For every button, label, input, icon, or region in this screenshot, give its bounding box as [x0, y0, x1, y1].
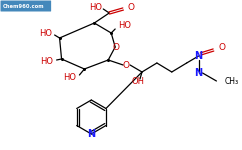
Text: HO: HO [39, 28, 52, 38]
Text: O: O [219, 42, 226, 51]
Text: N: N [195, 68, 203, 78]
Text: HO: HO [118, 21, 131, 30]
Text: O: O [113, 42, 120, 51]
Text: Chem960.com: Chem960.com [3, 3, 45, 9]
Text: N: N [195, 51, 203, 61]
Text: OH: OH [131, 78, 144, 87]
Text: O: O [127, 3, 134, 12]
Text: HO: HO [41, 57, 54, 66]
Text: HO: HO [63, 74, 76, 82]
Text: HO: HO [89, 3, 102, 12]
Text: CH₃: CH₃ [224, 76, 239, 85]
FancyBboxPatch shape [0, 0, 51, 12]
Text: O: O [123, 60, 130, 69]
Text: N: N [87, 129, 95, 139]
